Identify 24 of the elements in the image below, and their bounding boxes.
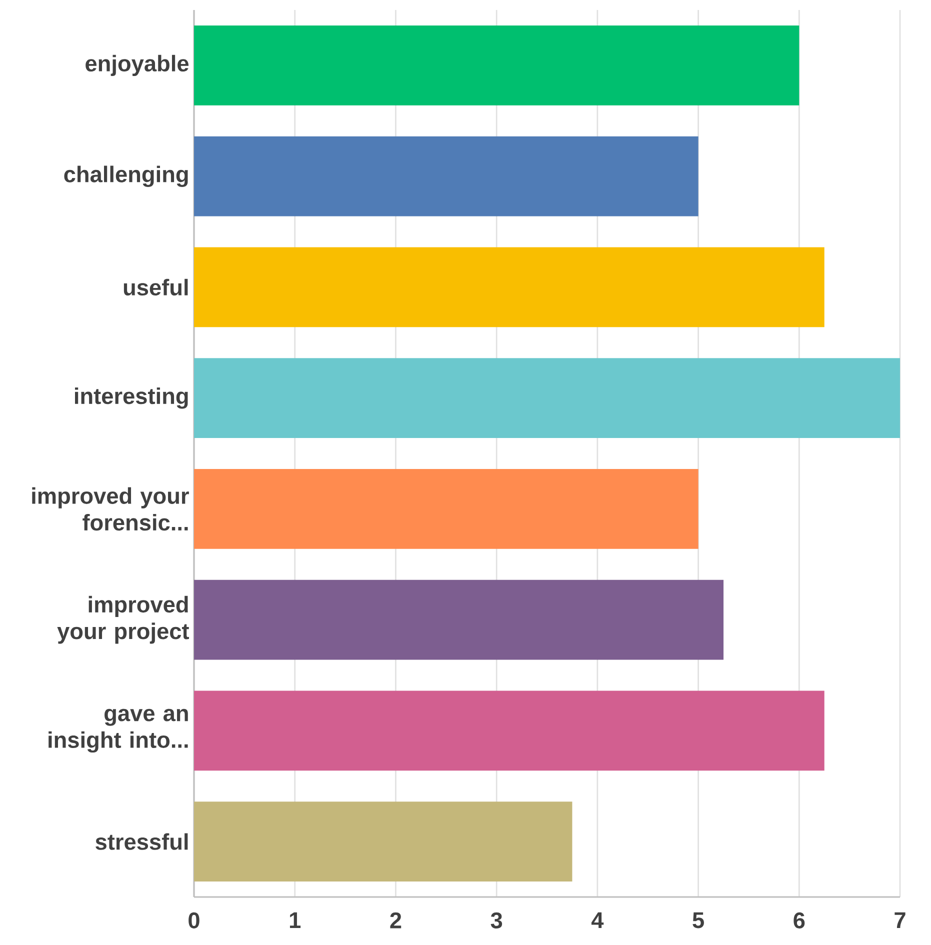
y-tick-label: gave an insight into... [48,708,188,753]
x-tick-label: 6 [794,912,805,928]
bar [194,358,900,438]
y-tick-label: challenging [64,166,188,187]
y-tick-label: useful [124,278,188,296]
y-tick-label: improved your forensic... [32,487,189,531]
bar [194,136,698,216]
x-tick-label: 2 [390,912,402,928]
x-tick-label: 3 [490,912,502,928]
bar [194,469,698,549]
y-tick-label: improved your project [57,596,190,644]
bar [194,26,800,106]
x-tick-label: 4 [591,912,604,928]
bar [194,802,572,882]
x-tick-label: 7 [894,912,906,928]
x-tick-label: 0 [188,912,200,928]
x-tick-label: 1 [290,912,301,928]
bar [194,690,824,771]
y-tick-label: interesting [75,387,188,409]
bar [194,247,824,328]
y-tick-label: stressful [96,833,188,850]
x-tick-label: 5 [692,912,704,928]
y-tick-label: enjoyable [86,54,189,76]
bar [194,580,724,660]
